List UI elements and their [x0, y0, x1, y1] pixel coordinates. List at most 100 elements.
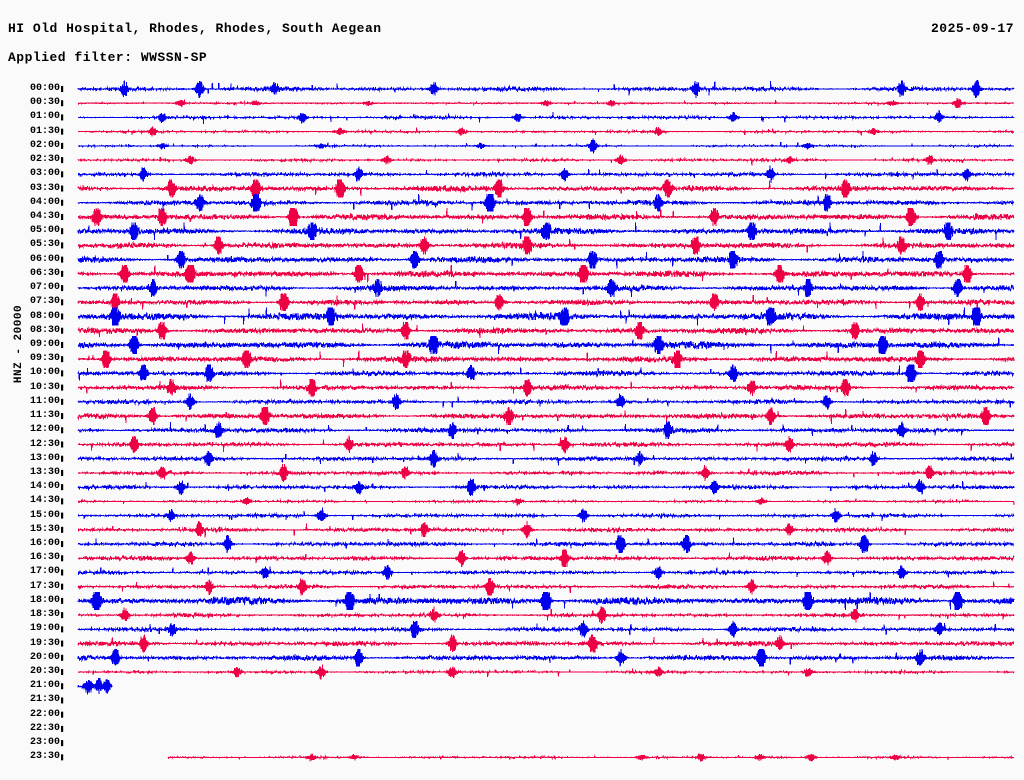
- seismic-trace: [77, 350, 1015, 369]
- seismic-trace: [77, 378, 1015, 397]
- time-label: 23:30: [30, 751, 61, 763]
- date-label: 2025-09-17: [930, 21, 1014, 36]
- seismic-trace: [77, 109, 1015, 124]
- seismic-trace: [77, 620, 1015, 639]
- row-tick-mark: [61, 299, 64, 306]
- seismic-trace: [77, 507, 1015, 523]
- row-tick-mark: [61, 142, 64, 149]
- seismic-trace: [77, 265, 1015, 283]
- seismic-trace: [77, 193, 1015, 212]
- seismic-trace: [77, 97, 1015, 109]
- row-tick-mark: [61, 569, 64, 576]
- time-label: 23:00: [30, 737, 61, 749]
- time-label: 21:30: [30, 694, 61, 706]
- time-label: 14:30: [30, 495, 61, 507]
- row-tick-mark: [61, 597, 64, 604]
- row-tick-mark: [61, 455, 64, 462]
- seismic-trace: [77, 165, 1015, 184]
- row-tick-mark: [61, 427, 64, 434]
- seismic-trace: [77, 677, 113, 695]
- seismic-trace: [77, 592, 1015, 610]
- seismic-trace: [77, 464, 1015, 482]
- row-tick-mark: [61, 555, 64, 562]
- time-label: 10:00: [30, 367, 61, 379]
- seismic-trace: [77, 634, 1015, 653]
- row-tick-mark: [61, 199, 64, 206]
- row-tick-mark: [61, 398, 64, 405]
- seismic-trace: [77, 577, 1015, 596]
- row-tick-mark: [61, 669, 64, 676]
- time-label: 19:00: [30, 623, 61, 635]
- seismic-trace: [77, 664, 1015, 680]
- seismic-trace: [77, 208, 1015, 226]
- seismic-trace: [167, 753, 1015, 762]
- time-label: 00:00: [30, 83, 61, 94]
- time-label: 11:30: [30, 410, 61, 422]
- row-tick-mark: [61, 697, 64, 704]
- seismic-trace: [77, 279, 1015, 297]
- row-tick-mark: [61, 114, 64, 121]
- time-label: 21:00: [30, 680, 61, 692]
- row-tick-mark: [61, 356, 64, 363]
- row-tick-mark: [61, 341, 64, 348]
- seismic-trace: [77, 549, 1015, 568]
- time-label: 20:00: [30, 651, 61, 663]
- applied-filter-label: Applied filter: WWSSN-SP: [8, 50, 208, 65]
- row-tick-mark: [61, 484, 64, 491]
- row-tick-mark: [61, 583, 64, 590]
- time-label: 04:30: [30, 210, 61, 222]
- seismic-trace: [77, 179, 1015, 198]
- row-tick-mark: [61, 157, 64, 164]
- time-label: 08:00: [30, 310, 61, 322]
- row-tick-mark: [61, 640, 64, 647]
- time-label: 03:00: [30, 168, 61, 180]
- row-tick-mark: [61, 512, 64, 519]
- row-tick-mark: [61, 526, 64, 533]
- row-tick-mark: [61, 754, 64, 761]
- seismic-trace: [77, 236, 1015, 255]
- time-label: 13:00: [30, 452, 61, 464]
- time-label: 09:30: [30, 353, 61, 365]
- seismic-trace: [77, 321, 1015, 340]
- seismic-trace: [77, 222, 1015, 241]
- row-tick-mark: [61, 384, 64, 391]
- seismic-trace: [77, 80, 1015, 98]
- time-label: 16:30: [30, 552, 61, 564]
- seismic-trace: [77, 535, 1015, 553]
- time-label: 03:30: [30, 182, 61, 194]
- row-tick-mark: [61, 185, 64, 192]
- time-label: 20:30: [30, 666, 61, 678]
- time-label: 15:30: [30, 523, 61, 535]
- row-tick-mark: [61, 740, 64, 747]
- time-label: 11:00: [30, 395, 61, 407]
- row-tick-mark: [61, 327, 64, 334]
- time-label: 12:00: [30, 424, 61, 436]
- time-label: 22:30: [30, 722, 61, 734]
- row-tick-mark: [61, 441, 64, 448]
- row-tick-mark: [61, 683, 64, 690]
- seismic-trace: [77, 138, 1015, 154]
- page-title: HI Old Hospital, Rhodes, Rhodes, South A…: [8, 21, 382, 36]
- time-label: 16:00: [30, 538, 61, 550]
- seismic-trace: [77, 497, 1015, 506]
- seismic-trace: [77, 564, 1015, 581]
- time-label: 08:30: [30, 324, 61, 336]
- seismic-trace: [77, 449, 1015, 468]
- seismic-trace: [77, 126, 1015, 137]
- row-tick-mark: [61, 228, 64, 235]
- seismic-trace: [77, 435, 1015, 454]
- time-label: 01:30: [30, 125, 61, 137]
- time-label: 17:00: [30, 566, 61, 578]
- seismic-trace: [77, 393, 1015, 411]
- time-label: 07:30: [30, 296, 61, 308]
- time-label: 02:00: [30, 139, 61, 151]
- seismic-trace: [77, 421, 1015, 440]
- time-label: 18:00: [30, 594, 61, 606]
- seismic-trace: [77, 293, 1015, 312]
- time-label: 12:30: [30, 438, 61, 450]
- seismic-trace: [77, 407, 1015, 425]
- seismic-trace: [77, 648, 1015, 667]
- row-tick-mark: [61, 213, 64, 220]
- time-label: 15:00: [30, 509, 61, 521]
